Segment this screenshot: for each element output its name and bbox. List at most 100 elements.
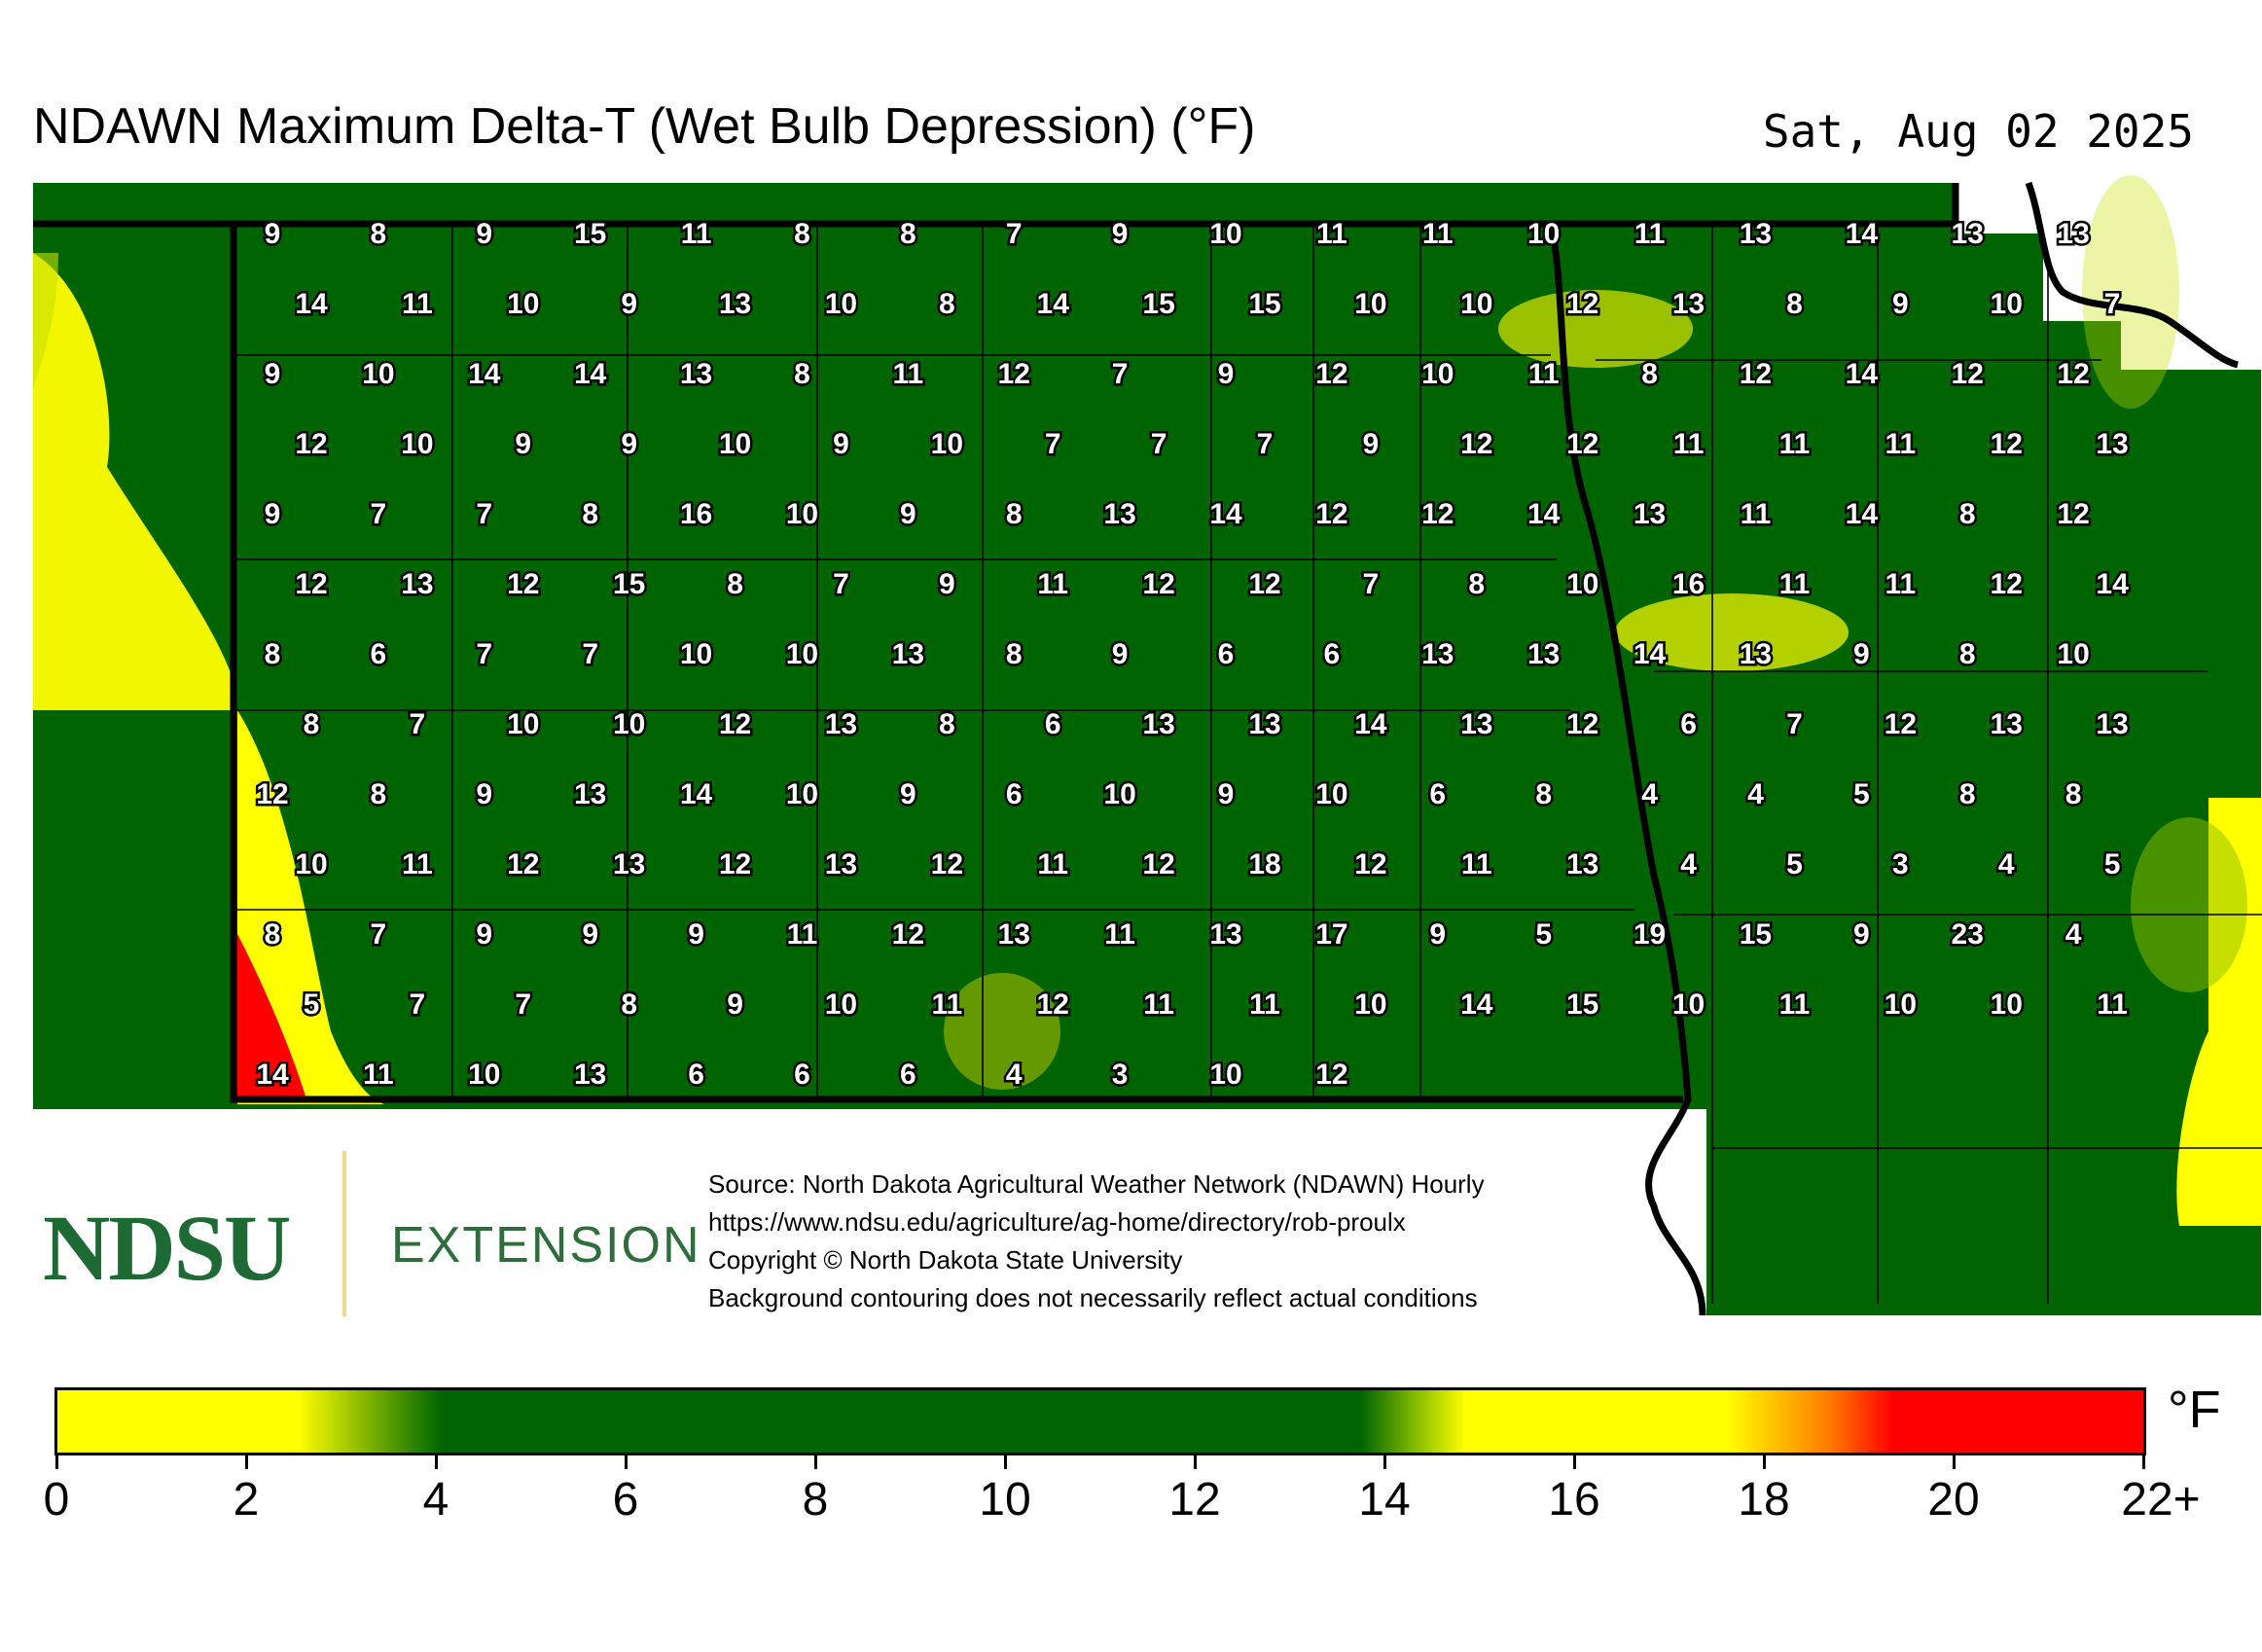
legend-tick-label: 2 bbox=[233, 1474, 260, 1526]
station-value-label: 8 bbox=[939, 288, 955, 320]
station-value-label: 5 bbox=[1535, 918, 1552, 951]
station-value-label: 10 bbox=[401, 428, 433, 460]
station-value-label: 16 bbox=[1672, 568, 1705, 600]
station-value-label: 11 bbox=[1316, 218, 1347, 250]
station-value-label: 11 bbox=[1104, 918, 1135, 951]
station-value-label: 6 bbox=[1324, 638, 1341, 670]
station-value-label: 10 bbox=[1354, 288, 1386, 320]
station-value-label: 11 bbox=[681, 218, 712, 250]
legend-tick-mark bbox=[2142, 1455, 2145, 1469]
station-value-label: 14 bbox=[1846, 218, 1879, 250]
legend-tick-label: 22+ bbox=[2121, 1474, 2201, 1526]
station-value-label: 10 bbox=[1991, 288, 2023, 320]
station-value-label: 11 bbox=[402, 288, 433, 320]
station-value-label: 9 bbox=[621, 428, 637, 460]
station-value-label: 10 bbox=[680, 638, 712, 670]
station-value-label: 15 bbox=[1566, 988, 1598, 1021]
station-value-label: 10 bbox=[362, 358, 394, 390]
station-value-label: 12 bbox=[1315, 498, 1347, 530]
station-value-label: 7 bbox=[833, 568, 849, 600]
station-value-label: 6 bbox=[794, 1059, 810, 1091]
station-value-label: 8 bbox=[900, 218, 916, 250]
legend-tick-mark bbox=[814, 1455, 817, 1469]
station-value-label: 13 bbox=[1672, 288, 1705, 320]
station-value-label: 9 bbox=[476, 218, 492, 250]
station-value-label: 9 bbox=[1112, 638, 1129, 670]
station-value-label: 10 bbox=[825, 988, 857, 1021]
station-value-label: 11 bbox=[1673, 428, 1705, 460]
station-value-label: 6 bbox=[1218, 638, 1235, 670]
station-value-label: 14 bbox=[1460, 988, 1493, 1021]
station-value-label: 13 bbox=[401, 568, 433, 600]
station-value-label: 6 bbox=[1006, 778, 1023, 810]
station-value-label: 13 bbox=[1460, 708, 1492, 740]
station-value-label: 9 bbox=[688, 918, 704, 951]
station-value-label: 13 bbox=[1991, 708, 2023, 740]
station-value-label: 10 bbox=[1885, 988, 1917, 1021]
station-value-label: 11 bbox=[1461, 848, 1492, 880]
legend-tick-label: 4 bbox=[422, 1474, 449, 1526]
station-value-label: 9 bbox=[476, 778, 492, 810]
station-value-label: 9 bbox=[1112, 218, 1129, 250]
station-value-label: 8 bbox=[1641, 358, 1658, 390]
station-value-label: 12 bbox=[1991, 568, 2023, 600]
station-value-label: 7 bbox=[2104, 288, 2121, 320]
station-value-label: 14 bbox=[1846, 498, 1879, 530]
station-value-label: 8 bbox=[2065, 778, 2082, 810]
station-value-label: 8 bbox=[727, 568, 743, 600]
station-value-label: 6 bbox=[688, 1059, 704, 1091]
legend-tick-label: 14 bbox=[1358, 1474, 1411, 1526]
station-value-label: 7 bbox=[582, 638, 598, 670]
credit-line: https://www.ndsu.edu/agriculture/ag-home… bbox=[708, 1207, 1406, 1237]
station-value-label: 12 bbox=[1566, 708, 1598, 740]
station-value-label: 10 bbox=[825, 288, 857, 320]
station-value-label: 10 bbox=[507, 288, 539, 320]
station-value-label: 8 bbox=[582, 498, 598, 530]
legend-tick-label: 6 bbox=[612, 1474, 639, 1526]
station-value-label: 9 bbox=[476, 918, 492, 951]
credit-line: Copyright © North Dakota State Universit… bbox=[708, 1245, 1183, 1275]
station-value-label: 11 bbox=[1779, 428, 1811, 460]
station-value-label: 19 bbox=[1634, 918, 1666, 951]
credit-line: Source: North Dakota Agricultural Weathe… bbox=[708, 1169, 1485, 1199]
station-value-label: 15 bbox=[1142, 288, 1174, 320]
station-value-label: 9 bbox=[265, 498, 281, 530]
station-value-label: 10 bbox=[2057, 638, 2089, 670]
legend-tick-mark bbox=[1194, 1455, 1197, 1469]
station-value-label: 7 bbox=[1112, 358, 1129, 390]
station-value-label: 8 bbox=[265, 918, 281, 951]
station-value-label: 8 bbox=[371, 218, 387, 250]
station-value-label: 4 bbox=[1006, 1059, 1023, 1091]
station-value-label: 13 bbox=[1142, 708, 1174, 740]
station-value-label: 14 bbox=[1846, 358, 1879, 390]
station-value-label: 11 bbox=[1634, 218, 1666, 250]
station-value-label: 12 bbox=[1142, 568, 1174, 600]
station-value-label: 10 bbox=[295, 848, 327, 880]
county-lines bbox=[233, 224, 2262, 1304]
station-value-label: 13 bbox=[613, 848, 645, 880]
station-value-label: 8 bbox=[1468, 568, 1485, 600]
station-value-label: 10 bbox=[1991, 988, 2023, 1021]
station-value-label: 12 bbox=[1952, 358, 1984, 390]
station-value-label: 12 bbox=[1740, 358, 1772, 390]
legend-unit: °F bbox=[2168, 1381, 2221, 1439]
legend-tick-label: 8 bbox=[802, 1474, 829, 1526]
station-value-label: 4 bbox=[2065, 918, 2082, 951]
legend-tick-label: 20 bbox=[1927, 1474, 1980, 1526]
station-value-label: 14 bbox=[1527, 498, 1561, 530]
station-value-label: 9 bbox=[582, 918, 598, 951]
station-value-label: 11 bbox=[1037, 848, 1068, 880]
station-value-label: 6 bbox=[900, 1059, 916, 1091]
map-date: Sat, Aug 02 2025 bbox=[1762, 105, 2194, 158]
station-value-label: 14 bbox=[468, 358, 501, 390]
station-value-label: 11 bbox=[1885, 428, 1916, 460]
legend-tick-mark bbox=[1763, 1455, 1766, 1469]
station-value-label: 7 bbox=[1363, 568, 1380, 600]
station-value-label: 8 bbox=[794, 358, 810, 390]
station-value-label: 10 bbox=[1103, 778, 1135, 810]
station-value-label: 7 bbox=[1257, 428, 1274, 460]
station-value-label: 9 bbox=[1853, 638, 1870, 670]
station-value-label: 13 bbox=[2096, 428, 2128, 460]
station-value-label: 10 bbox=[786, 638, 818, 670]
